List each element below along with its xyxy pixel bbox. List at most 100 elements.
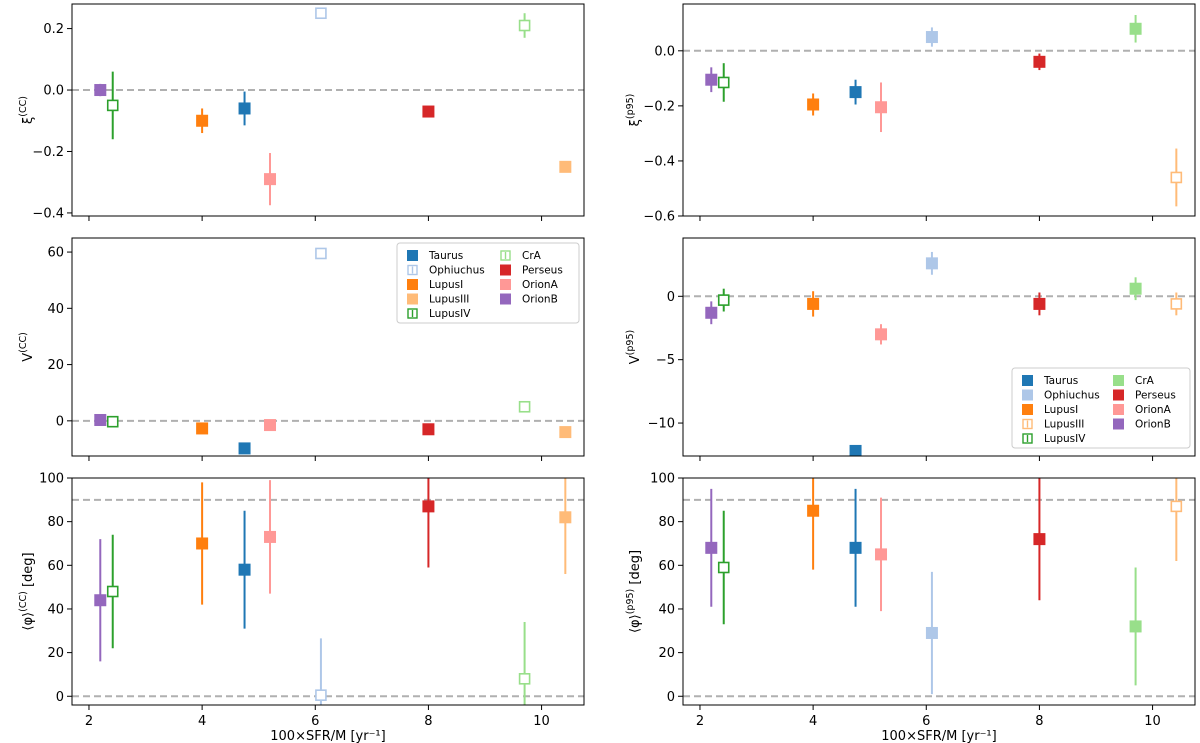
legend-marker-LupusI <box>407 279 418 290</box>
marker-Perseus <box>1033 55 1046 68</box>
marker-Taurus <box>849 86 862 99</box>
legend-label-Ophiuchus: Ophiuchus <box>429 265 485 277</box>
y-tick-label: −0.2 <box>643 99 675 114</box>
y-tick-label: 20 <box>658 646 675 661</box>
marker-Taurus <box>238 102 251 115</box>
marker-OrionB <box>94 84 107 97</box>
y-tick-label: −10 <box>648 417 675 432</box>
marker-Perseus <box>422 423 435 436</box>
legend-label-LupusIV: LupusIV <box>1044 433 1086 445</box>
y-tick-label: 20 <box>47 646 64 661</box>
legend-label-OrionB: OrionB <box>1135 419 1171 431</box>
panel-v_p95: −10 −5 0 V(p95) Taurus CrA Ophiuchus Perseus Lup… <box>625 237 1196 461</box>
y-tick-label: 40 <box>47 302 64 317</box>
marker-LupusIII <box>1170 298 1183 310</box>
x-tick-label: 6 <box>311 714 319 729</box>
marker-LupusIII <box>559 511 572 524</box>
marker-LupusIV <box>106 415 119 428</box>
x-tick-label: 2 <box>85 714 93 729</box>
x-tick-label: 6 <box>922 714 930 729</box>
y-tick-label: 40 <box>47 602 64 617</box>
legend-marker-OrionA <box>1113 404 1124 415</box>
legend-label-LupusI: LupusI <box>1044 404 1078 416</box>
marker-CrA <box>1129 282 1142 295</box>
legend-box <box>396 242 580 324</box>
marker-OrionA <box>264 173 277 186</box>
legend-label-OrionA: OrionA <box>1135 404 1172 416</box>
x-tick-label: 10 <box>1144 714 1161 729</box>
y-axis-label: ⟨φ⟩(p95) [deg] <box>625 550 643 633</box>
x-tick-label: 8 <box>1035 714 1043 729</box>
y-tick-label: 0.0 <box>43 84 64 99</box>
legend-marker-OrionA <box>500 279 511 290</box>
marker-LupusIII <box>1170 171 1183 184</box>
marker-CrA <box>1129 620 1142 633</box>
marker-OrionB <box>94 594 107 607</box>
marker-Perseus <box>422 105 435 118</box>
marker-CrA <box>518 673 531 685</box>
y-axis-label: ξ(CC) <box>18 96 36 124</box>
y-tick-label: 60 <box>47 246 64 261</box>
legend-label-Perseus: Perseus <box>1135 390 1176 402</box>
marker-Perseus <box>1033 533 1046 546</box>
y-tick-label: −0.6 <box>643 210 675 225</box>
y-tick-label: 0 <box>667 290 675 305</box>
y-tick-label: −0.2 <box>32 145 64 160</box>
marker-LupusIV <box>717 294 730 306</box>
y-tick-label: 20 <box>47 358 64 373</box>
axes-frame <box>682 237 1196 457</box>
marker-Ophiuchus <box>315 247 327 260</box>
x-tick-label: 2 <box>696 714 704 729</box>
marker-LupusIV <box>717 561 730 574</box>
y-tick-label: 0 <box>56 414 64 429</box>
marker-OrionB <box>705 73 718 86</box>
legend-marker-OrionB <box>500 293 511 305</box>
marker-Taurus <box>849 444 862 456</box>
y-tick-label: 40 <box>658 602 675 617</box>
marker-OrionA <box>875 328 888 341</box>
marker-Ophiuchus <box>925 257 938 270</box>
marker-Ophiuchus <box>315 689 327 701</box>
y-axis-label: ξ(p95) <box>625 94 643 127</box>
y-tick-label: 0.0 <box>654 44 675 59</box>
y-axis-label: ⟨φ⟩(CC) [deg] <box>18 552 36 630</box>
legend-label-Taurus: Taurus <box>1043 375 1078 387</box>
marker-LupusIII <box>559 160 572 173</box>
plot-area <box>683 15 1195 207</box>
y-tick-label: −0.4 <box>32 206 64 221</box>
marker-LupusI <box>196 114 209 127</box>
y-tick-label: 60 <box>658 559 675 574</box>
marker-Perseus <box>1033 297 1046 310</box>
marker-CrA <box>1129 22 1142 35</box>
plot-area <box>72 478 584 705</box>
axes-frame <box>682 3 1196 217</box>
marker-LupusIII <box>1170 500 1183 513</box>
legend-label-LupusIV: LupusIV <box>429 308 471 320</box>
legend-marker-LupusIII <box>407 293 418 305</box>
legend-label-CrA: CrA <box>522 250 542 262</box>
marker-Taurus <box>238 442 251 455</box>
legend-marker-Taurus <box>1022 375 1033 386</box>
marker-OrionB <box>94 413 107 426</box>
marker-OrionA <box>264 530 277 543</box>
y-tick-label: 0 <box>667 690 675 705</box>
marker-LupusI <box>196 537 209 550</box>
axes-frame <box>682 477 1196 706</box>
legend-marker-LupusI <box>1022 404 1033 415</box>
legend-box <box>1011 367 1191 449</box>
marker-CrA <box>518 400 531 413</box>
plot-area <box>72 7 584 206</box>
marker-LupusIII <box>559 426 572 439</box>
legend: Taurus CrA Ophiuchus Perseus LupusI OrionA Lup… <box>1011 367 1191 449</box>
x-tick-label: 4 <box>809 714 817 729</box>
y-tick-label: 0.2 <box>43 22 64 37</box>
y-axis-label: V(p95) <box>625 330 643 364</box>
x-axis-label: 100×SFR/M [yr⁻¹] <box>881 729 996 743</box>
marker-OrionA <box>875 101 888 114</box>
legend-marker-Perseus <box>1113 389 1124 401</box>
x-tick-label: 8 <box>424 714 432 729</box>
y-tick-label: 100 <box>39 472 64 487</box>
plot-area <box>683 478 1195 698</box>
